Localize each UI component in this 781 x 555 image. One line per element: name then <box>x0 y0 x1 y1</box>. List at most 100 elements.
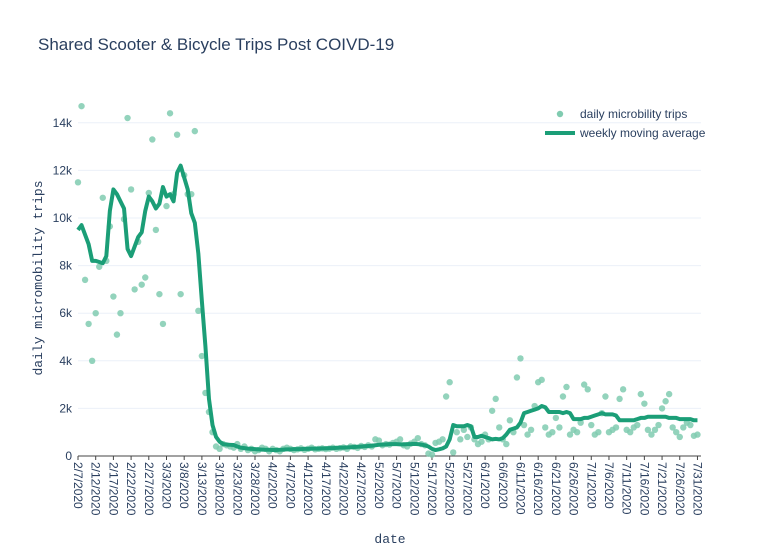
x-tick-label: 2/27/2020 <box>142 462 156 516</box>
data-point <box>694 431 701 438</box>
x-tick-label: 2/7/2020 <box>71 462 85 509</box>
x-tick-label: 7/21/2020 <box>655 462 669 516</box>
data-point <box>110 293 117 300</box>
data-point <box>152 226 160 234</box>
data-point <box>542 424 549 431</box>
data-point <box>496 424 503 431</box>
data-point <box>173 131 181 138</box>
data-point <box>124 114 131 122</box>
x-tick-label: 6/6/2020 <box>496 462 510 509</box>
data-point <box>662 398 669 405</box>
data-point <box>520 421 528 429</box>
x-tick-label: 4/17/2020 <box>319 462 333 516</box>
data-point <box>450 449 457 456</box>
x-tick-label: 5/2/2020 <box>372 462 386 509</box>
data-point <box>584 386 591 393</box>
x-tick-label: 3/18/2020 <box>213 462 227 516</box>
x-tick-label: 7/26/2020 <box>673 462 687 516</box>
data-point <box>619 386 627 393</box>
data-point <box>513 374 521 381</box>
data-point <box>439 436 446 443</box>
data-point <box>156 290 163 298</box>
data-point <box>573 429 581 436</box>
data-point <box>527 426 535 434</box>
data-point <box>92 310 99 317</box>
data-point <box>588 421 595 429</box>
data-point <box>648 431 655 438</box>
data-point <box>74 179 82 186</box>
data-point <box>138 281 145 288</box>
x-tick-label: 7/16/2020 <box>637 462 651 516</box>
data-point <box>191 127 199 135</box>
x-tick-label: 3/28/2020 <box>248 462 262 516</box>
legend-label: weekly moving average <box>579 126 706 140</box>
data-point <box>457 436 464 443</box>
data-point <box>142 274 149 281</box>
data-point <box>488 407 496 414</box>
data-point <box>655 421 662 429</box>
data-point <box>453 429 460 436</box>
y-tick-label: 8k <box>59 259 73 273</box>
data-point <box>446 379 453 386</box>
data-point <box>492 395 499 403</box>
x-tick-label: 6/16/2020 <box>531 462 545 516</box>
y-tick-label: 12k <box>53 163 73 177</box>
data-point <box>651 426 659 434</box>
y-axis-title: daily micromobility trips <box>31 180 46 375</box>
data-point <box>96 263 103 270</box>
data-point <box>414 434 422 442</box>
data-point <box>644 426 652 434</box>
data-point <box>634 421 641 429</box>
y-tick-label: 14k <box>53 116 73 130</box>
data-point <box>563 383 570 391</box>
x-tick-label: 3/8/2020 <box>177 462 191 509</box>
x-tick-label: 4/2/2020 <box>266 462 280 509</box>
x-tick-label: 6/21/2020 <box>549 462 563 516</box>
data-point <box>88 357 96 364</box>
x-axis-title: date <box>374 532 405 547</box>
legend: daily microbility trips weekly moving ave… <box>545 107 706 140</box>
data-point <box>159 320 167 328</box>
x-tick-label: 5/12/2020 <box>407 462 421 516</box>
x-tick-label: 3/23/2020 <box>230 462 244 516</box>
data-point <box>478 438 485 445</box>
data-point <box>149 136 156 143</box>
chart-title: Shared Scooter & Bicycle Trips Post COIV… <box>38 35 394 54</box>
data-point <box>641 400 648 407</box>
data-point <box>177 290 184 298</box>
data-point <box>627 429 634 436</box>
data-point <box>375 437 383 444</box>
x-tick-label: 7/6/2020 <box>602 462 616 509</box>
data-point <box>145 189 152 197</box>
data-point <box>78 102 85 110</box>
x-tick-label: 4/22/2020 <box>336 462 350 516</box>
x-tick-label: 5/27/2020 <box>460 462 474 516</box>
data-point <box>216 445 223 453</box>
plot-area <box>74 102 701 458</box>
x-tick-label: 3/3/2020 <box>159 462 173 509</box>
x-tick-label: 6/11/2020 <box>513 462 527 515</box>
data-point <box>552 414 560 422</box>
x-tick-label: 7/31/2020 <box>690 462 704 516</box>
data-point <box>195 307 202 315</box>
x-tick-label: 4/27/2020 <box>354 462 368 516</box>
data-point <box>524 431 531 438</box>
x-tick-label: 2/22/2020 <box>124 462 138 516</box>
data-point <box>517 355 524 362</box>
data-point <box>163 202 170 210</box>
legend-label: daily microbility trips <box>580 107 687 121</box>
legend-marker <box>556 110 564 118</box>
data-point <box>131 286 138 293</box>
x-tick-label: 3/13/2020 <box>195 462 209 516</box>
y-tick-label: 4k <box>59 354 73 368</box>
data-point <box>566 431 574 438</box>
data-point <box>85 320 92 328</box>
x-tick-label: 5/22/2020 <box>443 462 457 516</box>
y-tick-label: 6k <box>59 306 73 320</box>
x-tick-label: 5/17/2020 <box>425 462 439 516</box>
data-point <box>580 381 588 388</box>
x-tick-label: 7/1/2020 <box>584 462 598 509</box>
data-point <box>127 186 135 193</box>
x-tick-label: 2/17/2020 <box>106 462 120 516</box>
